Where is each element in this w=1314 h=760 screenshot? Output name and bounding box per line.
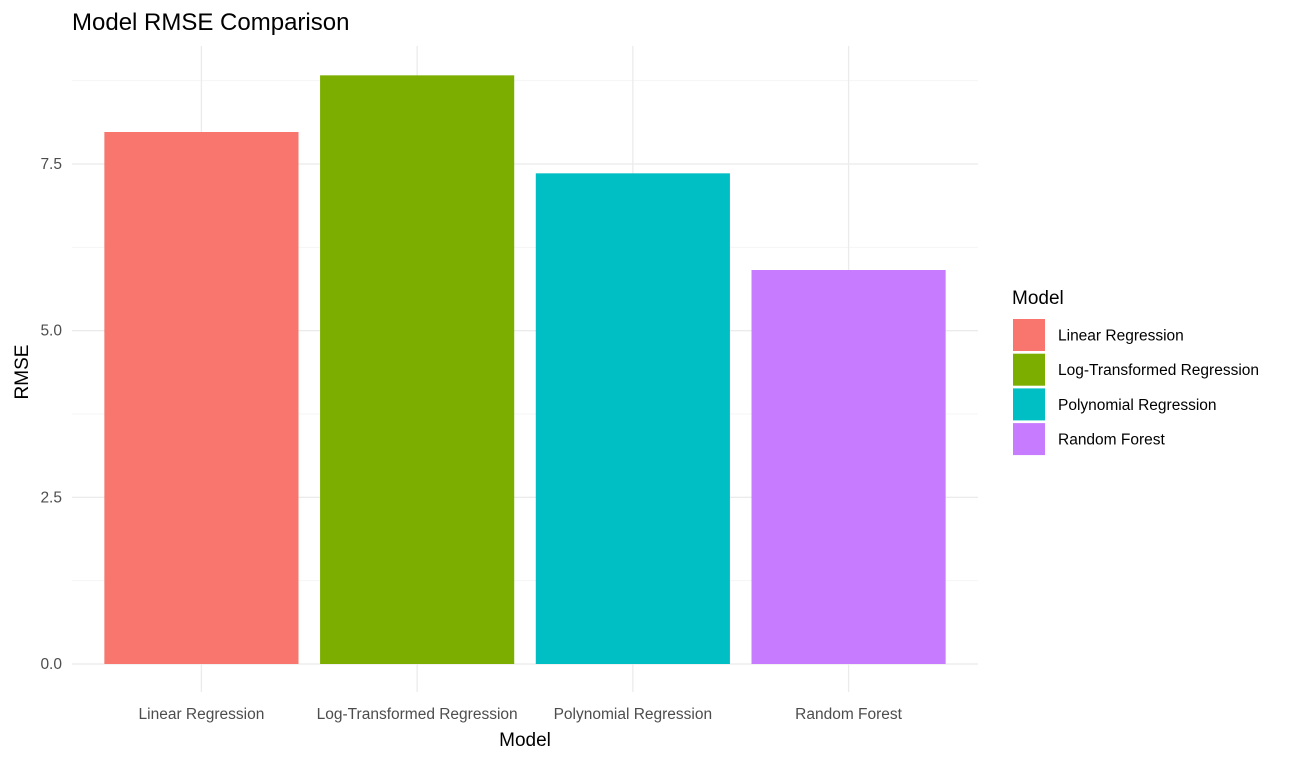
x-tick-label: Log-Transformed Regression [317, 706, 518, 723]
bars [104, 75, 946, 665]
x-tick-label: Linear Regression [139, 706, 265, 723]
legend: Model Linear Regression Log-Transformed R… [1012, 288, 1259, 456]
x-axis-title: Model [499, 730, 551, 751]
y-tick-label: 2.5 [40, 489, 62, 506]
chart-title: Model RMSE Comparison [72, 9, 349, 36]
legend-key [1013, 353, 1045, 386]
legend-title: Model [1012, 288, 1064, 309]
legend-label: Linear Regression [1058, 328, 1184, 345]
legend-label: Random Forest [1058, 432, 1166, 449]
legend-label: Polynomial Regression [1058, 397, 1217, 414]
x-tick-label: Random Forest [795, 706, 903, 723]
bar [104, 132, 299, 664]
y-tick-label: 5.0 [40, 323, 62, 340]
x-tick-label: Polynomial Regression [554, 706, 713, 723]
y-axis-title: RMSE [12, 345, 33, 400]
x-axis-ticks: Linear Regression Log-Transformed Regress… [139, 706, 903, 723]
y-tick-label: 0.0 [40, 656, 62, 673]
legend-key [1013, 319, 1045, 351]
legend-key [1013, 388, 1045, 421]
y-tick-label: 7.5 [40, 156, 62, 173]
bar [751, 270, 946, 664]
legend-items: Linear Regression Log-Transformed Regress… [1013, 319, 1259, 456]
legend-label: Log-Transformed Regression [1058, 362, 1259, 379]
bar [535, 173, 730, 665]
legend-key [1013, 423, 1045, 456]
y-axis-ticks: 0.0 2.5 5.0 7.5 [40, 156, 62, 673]
bar [320, 75, 515, 665]
